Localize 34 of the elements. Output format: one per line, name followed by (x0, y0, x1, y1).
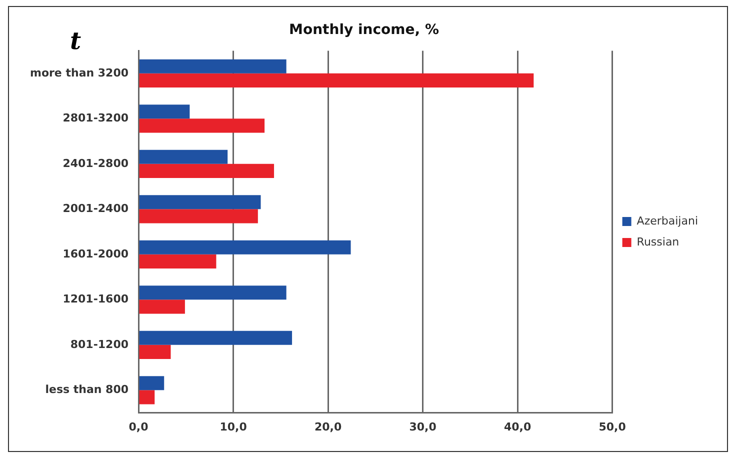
x-tick-label: 50,0 (598, 420, 626, 434)
y-tick-label: more than 3200 (30, 66, 129, 80)
y-tick-label: less than 800 (45, 383, 129, 396)
bar (139, 300, 185, 314)
x-tick-label: 40,0 (504, 420, 532, 434)
x-tick-label: 0,0 (128, 420, 149, 434)
bar (139, 195, 261, 210)
y-tick-label: 2401-2800 (62, 156, 129, 170)
bar (139, 344, 171, 359)
text: t (70, 26, 82, 55)
bar (139, 240, 351, 254)
bar (139, 59, 286, 74)
bar (139, 390, 155, 404)
x-tick-label: 30,0 (409, 420, 437, 434)
bar (139, 150, 228, 164)
bar (139, 118, 265, 133)
chart-title: Monthly income, % (289, 22, 439, 38)
bar (139, 330, 292, 345)
bar (139, 286, 286, 300)
y-tick-label: 801-1200 (70, 338, 129, 351)
y-tick-label: 2001-2400 (62, 202, 129, 216)
legend-label: Russian (636, 235, 680, 248)
x-tick-label: 20,0 (314, 420, 342, 434)
bar (139, 254, 216, 268)
bar (139, 376, 164, 390)
bar (139, 209, 258, 224)
y-tick-label: 1201-1600 (62, 292, 129, 306)
x-tick-label: 10,0 (220, 420, 248, 434)
bar (139, 164, 274, 178)
legend-label: Azerbaijani (636, 214, 698, 228)
bar (139, 104, 190, 119)
y-tick-label: 1601-2000 (62, 247, 129, 260)
bar (139, 73, 534, 88)
y-tick-label: 2801-3200 (62, 112, 129, 125)
